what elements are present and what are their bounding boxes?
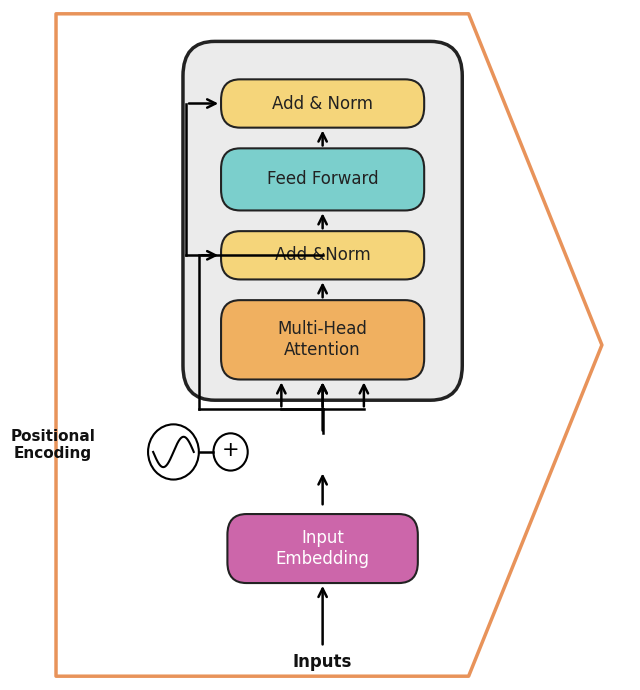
Text: Positional
Encoding: Positional Encoding xyxy=(10,429,95,461)
Text: Add &Norm: Add &Norm xyxy=(275,246,371,264)
Text: Multi-Head
Attention: Multi-Head Attention xyxy=(278,320,367,359)
Text: Feed Forward: Feed Forward xyxy=(267,170,378,188)
Text: Inputs: Inputs xyxy=(293,653,352,671)
Text: Input
Embedding: Input Embedding xyxy=(276,529,370,568)
FancyBboxPatch shape xyxy=(221,300,424,380)
FancyBboxPatch shape xyxy=(221,79,424,128)
Polygon shape xyxy=(56,14,602,676)
FancyBboxPatch shape xyxy=(183,41,462,400)
FancyBboxPatch shape xyxy=(221,231,424,279)
Text: Add & Norm: Add & Norm xyxy=(272,95,373,112)
FancyBboxPatch shape xyxy=(221,148,424,210)
Text: +: + xyxy=(222,440,239,460)
FancyBboxPatch shape xyxy=(227,514,418,583)
